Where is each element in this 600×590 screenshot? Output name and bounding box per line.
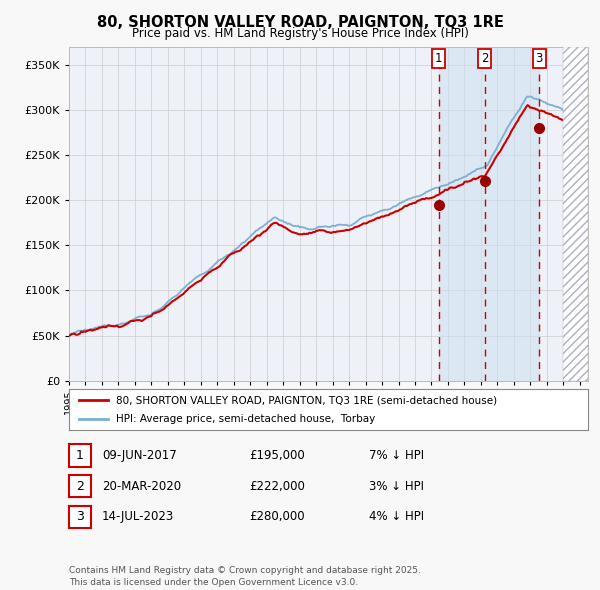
Bar (563, 47, 588, 381)
Text: 20-MAR-2020: 20-MAR-2020 (102, 480, 181, 493)
Text: 4% ↓ HPI: 4% ↓ HPI (369, 510, 424, 523)
Text: £195,000: £195,000 (249, 449, 305, 462)
Text: Price paid vs. HM Land Registry's House Price Index (HPI): Price paid vs. HM Land Registry's House … (131, 27, 469, 40)
Bar (439, 47, 539, 381)
Text: £222,000: £222,000 (249, 480, 305, 493)
Text: 2: 2 (76, 480, 84, 493)
Text: 80, SHORTON VALLEY ROAD, PAIGNTON, TQ3 1RE: 80, SHORTON VALLEY ROAD, PAIGNTON, TQ3 1… (97, 15, 503, 30)
Text: Contains HM Land Registry data © Crown copyright and database right 2025.
This d: Contains HM Land Registry data © Crown c… (69, 566, 421, 587)
Text: 09-JUN-2017: 09-JUN-2017 (102, 449, 177, 462)
Text: 3: 3 (536, 53, 543, 65)
Text: 3% ↓ HPI: 3% ↓ HPI (369, 480, 424, 493)
Text: £280,000: £280,000 (249, 510, 305, 523)
Bar (563, 47, 588, 381)
Text: HPI: Average price, semi-detached house,  Torbay: HPI: Average price, semi-detached house,… (116, 415, 375, 424)
Text: 1: 1 (435, 53, 442, 65)
Text: 7% ↓ HPI: 7% ↓ HPI (369, 449, 424, 462)
Text: 2: 2 (481, 53, 488, 65)
Text: 3: 3 (76, 510, 84, 523)
Text: 1: 1 (76, 449, 84, 462)
Text: 80, SHORTON VALLEY ROAD, PAIGNTON, TQ3 1RE (semi-detached house): 80, SHORTON VALLEY ROAD, PAIGNTON, TQ3 1… (116, 395, 497, 405)
Text: 14-JUL-2023: 14-JUL-2023 (102, 510, 174, 523)
